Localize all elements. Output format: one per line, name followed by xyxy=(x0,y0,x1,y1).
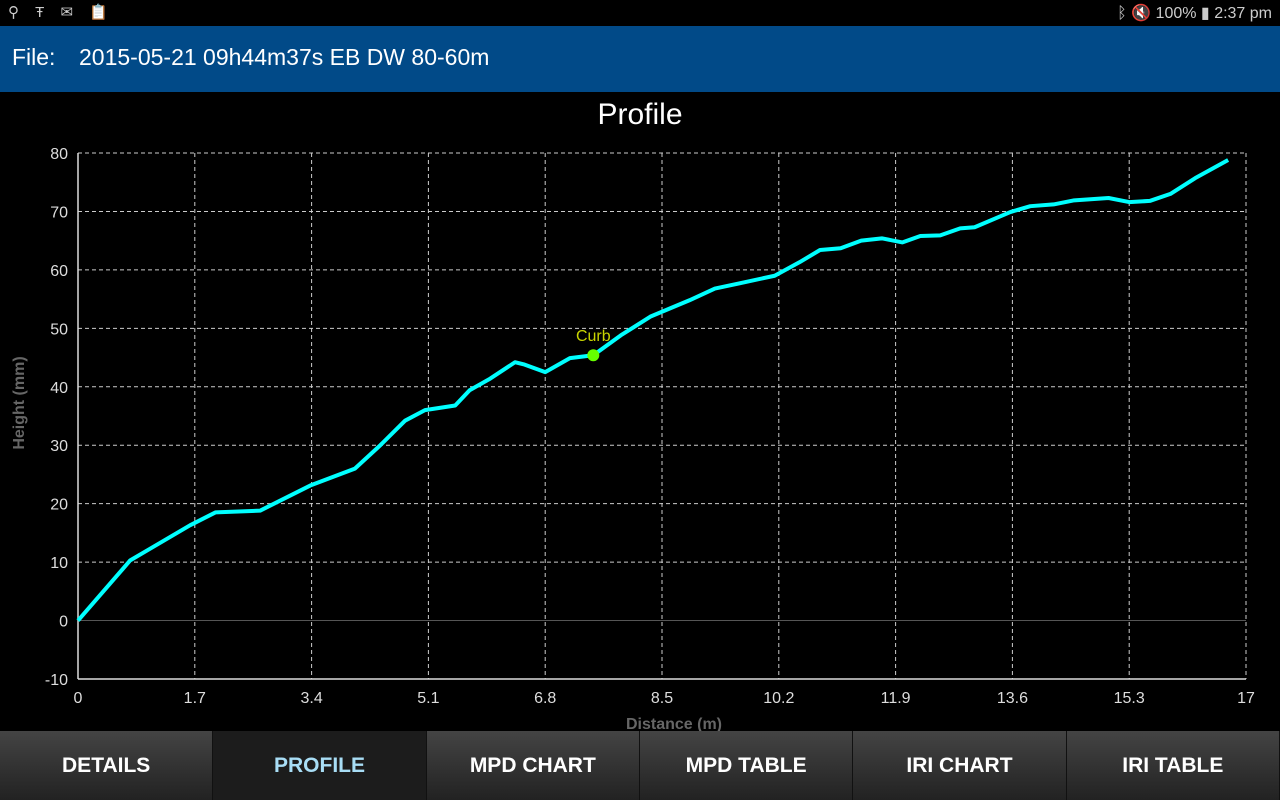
profile-chart: Profile 0 1.7 3.4 5.1 6.8 8.5 10.2 11.9 13.6 15.3 1… xyxy=(11,98,1255,731)
tab-iri-chart[interactable]: IRI CHART xyxy=(853,731,1067,800)
y-tick-label: 40 xyxy=(50,380,68,397)
y-tick-label: 60 xyxy=(50,263,68,280)
bluetooth-icon: ᛒ xyxy=(1117,5,1127,22)
tab-mpd-chart[interactable]: MPD CHART xyxy=(426,731,640,800)
x-tick-label: 13.6 xyxy=(997,690,1028,707)
clock: 2:37 pm xyxy=(1214,5,1272,22)
x-tick-label: 0 xyxy=(74,690,83,707)
y-tick-label: 20 xyxy=(50,497,68,514)
y-tick-label: -10 xyxy=(45,672,68,689)
tab-bar: DETAILS PROFILE MPD CHART MPD TABLE IRI CHAR… xyxy=(0,731,1280,800)
status-bar: ⚲ Ŧ ✉ 📋 ᛒ 🔇 100% ▮ 2:37 pm xyxy=(0,0,1280,26)
x-tick-label: 15.3 xyxy=(1114,690,1145,707)
tab-mpd-table[interactable]: MPD TABLE xyxy=(639,731,854,800)
x-tick-label: 1.7 xyxy=(184,690,206,707)
x-tick-label: 5.1 xyxy=(417,690,439,707)
tab-details[interactable]: DETAILS xyxy=(0,731,214,800)
x-axis-label: Distance (m) xyxy=(626,716,722,731)
chart-title: Profile xyxy=(597,98,682,131)
x-tick-label: 11.9 xyxy=(881,690,911,707)
y-tick-label: 10 xyxy=(50,555,68,572)
x-tick-label: 6.8 xyxy=(534,690,556,707)
y-axis-label: Height (mm) xyxy=(11,356,28,449)
tab-profile[interactable]: PROFILE xyxy=(213,731,427,800)
curb-marker xyxy=(587,349,600,362)
y-tick-label: 30 xyxy=(50,438,68,455)
tab-iri-table[interactable]: IRI TABLE xyxy=(1066,731,1280,800)
x-tick-label: 3.4 xyxy=(300,690,322,707)
x-tick-label: 8.5 xyxy=(651,690,673,707)
notification-icons: ⚲ Ŧ ✉ 📋 xyxy=(8,4,114,21)
battery-level: 100% xyxy=(1155,5,1197,22)
file-name: 2015-05-21 09h44m37s EB DW 80-60m xyxy=(79,44,490,70)
profile-line xyxy=(76,158,1230,622)
file-header: File: 2015-05-21 09h44m37s EB DW 80-60m xyxy=(0,26,1280,92)
x-tick-label: 10.2 xyxy=(763,690,794,707)
y-tick-label: 70 xyxy=(50,204,68,221)
battery-icon: ▮ xyxy=(1200,5,1210,22)
status-right: ᛒ 🔇 100% ▮ 2:37 pm xyxy=(1117,3,1272,23)
file-label: File: xyxy=(12,44,56,70)
y-tick-label: 0 xyxy=(59,614,68,631)
x-tick-label: 17 xyxy=(1237,690,1255,707)
mute-icon: 🔇 xyxy=(1131,5,1152,22)
curb-label: Curb xyxy=(576,328,611,345)
y-tick-label: 50 xyxy=(50,321,68,338)
y-tick-label: 80 xyxy=(50,146,68,163)
